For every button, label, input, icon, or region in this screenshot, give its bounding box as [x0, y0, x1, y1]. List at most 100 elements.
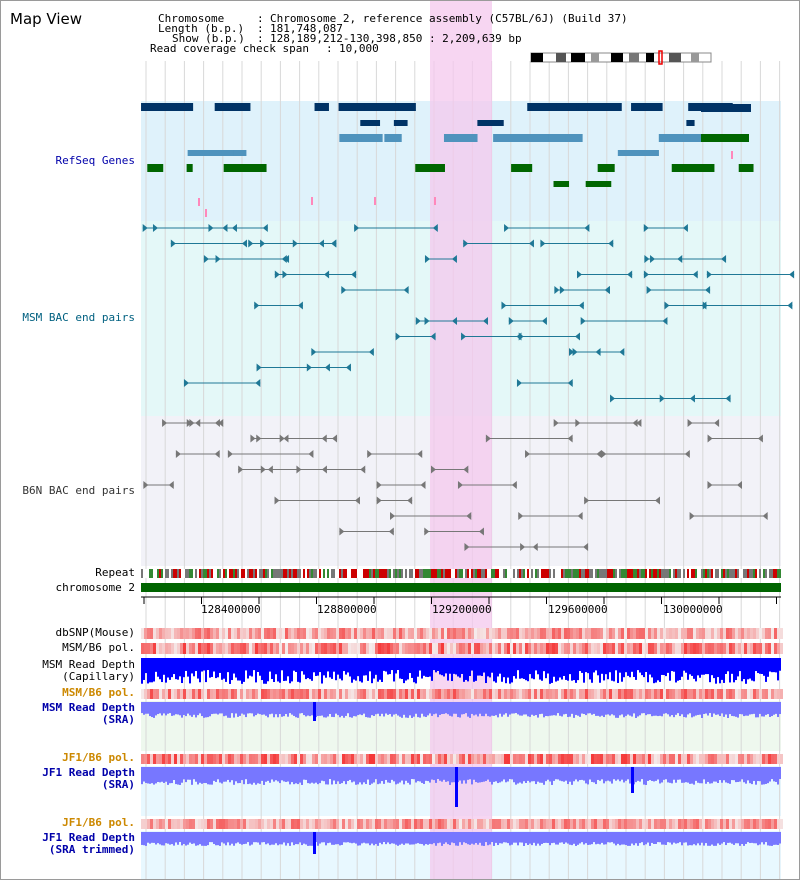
- depth-bar: [735, 658, 737, 681]
- depth-bar: [471, 832, 473, 844]
- depth-bar: [243, 767, 245, 785]
- repeat-segment: [229, 569, 231, 578]
- depth-bar: [717, 658, 719, 678]
- heat-cell: [327, 819, 330, 829]
- heat-cell: [204, 819, 207, 829]
- heat-cell: [678, 819, 681, 829]
- depth-bar: [239, 658, 241, 681]
- heat-cell: [543, 754, 546, 764]
- heat-cell: [147, 643, 150, 654]
- repeat-segment: [511, 569, 513, 578]
- depth-bar: [223, 832, 225, 844]
- heat-cell: [213, 689, 216, 699]
- depth-bar: [421, 658, 423, 679]
- heat-cell: [267, 754, 270, 764]
- bac-end-marker: [689, 512, 695, 520]
- bac-end-marker: [595, 348, 601, 356]
- bac-end-marker: [424, 255, 430, 263]
- depth-bar: [703, 702, 705, 715]
- depth-bar: [297, 832, 299, 845]
- depth-bar: [237, 832, 239, 843]
- bac-end-marker: [553, 419, 559, 427]
- depth-bar: [163, 832, 165, 846]
- repeat-segment: [425, 569, 427, 578]
- bac-end-marker: [354, 224, 360, 232]
- depth-bar: [369, 658, 371, 672]
- depth-bar: [171, 658, 173, 678]
- bac-end-marker: [511, 481, 517, 489]
- depth-bar: [475, 658, 477, 681]
- depth-bar: [567, 702, 569, 718]
- depth-bar: [435, 658, 437, 673]
- depth-bar: [267, 832, 269, 844]
- heat-cell: [189, 689, 192, 699]
- track-label-msm-bac-end-pairs[interactable]: MSM BAC end pairs: [22, 311, 135, 324]
- depth-bar: [595, 767, 597, 785]
- heat-cell: [276, 628, 279, 639]
- repeat-segment: [257, 569, 259, 578]
- axis-tick-label: 128800000: [317, 603, 377, 616]
- heat-cell: [510, 643, 513, 654]
- heat-cell: [690, 819, 693, 829]
- depth-bar: [507, 702, 509, 717]
- depth-bar: [667, 658, 669, 673]
- depth-bar: [591, 702, 593, 715]
- ideogram-band: [669, 53, 681, 62]
- heat-cell: [333, 754, 336, 764]
- heat-cell: [567, 754, 570, 764]
- heat-cell: [645, 689, 648, 699]
- depth-bar: [373, 767, 375, 783]
- gene-mark: [198, 198, 200, 206]
- depth-bar: [197, 658, 199, 679]
- bac-end-marker: [189, 419, 195, 427]
- depth-bar: [535, 767, 537, 785]
- heat-cell: [546, 754, 549, 764]
- gene-block: [233, 150, 243, 156]
- bac-end-marker: [643, 224, 649, 232]
- track-label-msm-depth-capillary-sub: (Capillary): [62, 670, 135, 683]
- depth-bar: [157, 767, 159, 782]
- heat-cell: [699, 754, 702, 764]
- depth-bar: [501, 767, 503, 782]
- depth-bar: [735, 767, 737, 783]
- heat-cell: [312, 628, 315, 639]
- heat-cell: [768, 754, 771, 764]
- repeat-segment: [549, 569, 551, 578]
- depth-bar: [515, 767, 517, 785]
- repeat-segment: [503, 569, 505, 578]
- depth-bar: [737, 832, 739, 844]
- depth-bar: [265, 702, 267, 716]
- heat-cell: [531, 689, 534, 699]
- heat-cell: [732, 754, 735, 764]
- depth-bar: [621, 767, 623, 780]
- depth-bar: [445, 658, 447, 674]
- repeat-segment: [403, 569, 405, 578]
- heat-cell: [273, 628, 276, 639]
- depth-bar: [739, 832, 741, 846]
- heat-cell: [390, 689, 393, 699]
- heat-cell: [552, 628, 555, 639]
- heat-cell: [723, 643, 726, 654]
- depth-bar: [673, 702, 675, 718]
- heat-cell: [543, 643, 546, 654]
- depth-bar: [649, 832, 651, 846]
- depth-bar: [695, 702, 697, 716]
- heat-cell: [177, 754, 180, 764]
- depth-bar: [533, 658, 535, 680]
- depth-bar: [593, 702, 595, 714]
- depth-bar: [217, 832, 219, 846]
- depth-bar: [373, 832, 375, 846]
- depth-bar: [247, 767, 249, 785]
- depth-bar: [771, 767, 773, 780]
- depth-bar: [363, 702, 365, 714]
- repeat-segment: [471, 569, 473, 578]
- track-label-refseq-genes[interactable]: RefSeq Genes: [55, 154, 135, 167]
- depth-bar: [275, 658, 277, 675]
- heat-cell: [510, 819, 513, 829]
- track-label-b6n-bac-end-pairs[interactable]: B6N BAC end pairs: [22, 484, 135, 497]
- heat-cell: [738, 643, 741, 654]
- depth-bar: [441, 658, 443, 676]
- depth-bar: [473, 832, 475, 845]
- repeat-segment: [465, 569, 467, 578]
